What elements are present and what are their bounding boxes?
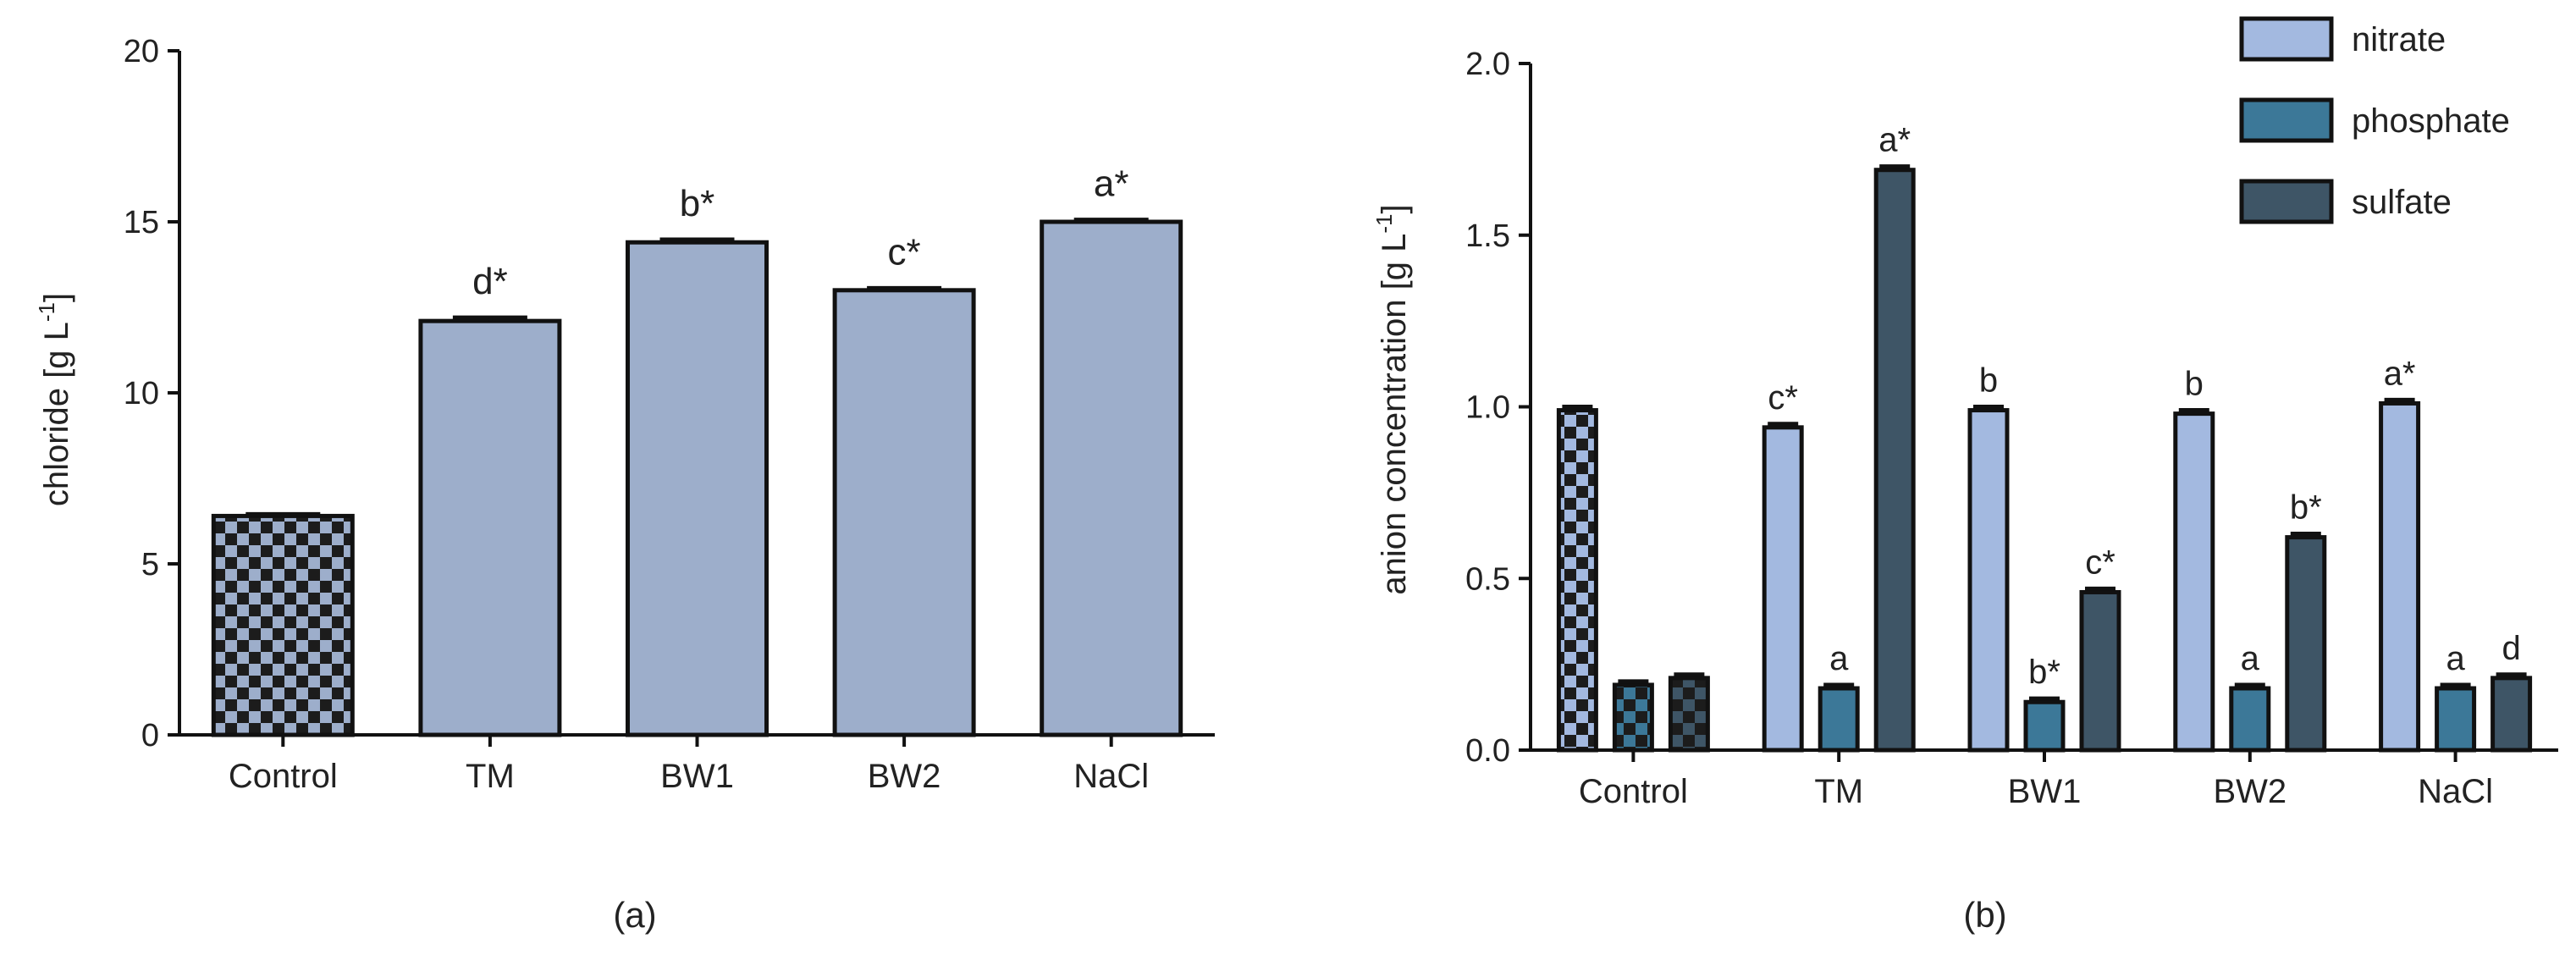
chart-a-significance-label: c* — [888, 231, 921, 273]
chart-b-bar-nitrate — [1762, 425, 1804, 753]
chart-b-bar-nitrate — [2379, 400, 2421, 753]
chart-b-bar-phosphate — [1612, 682, 1654, 753]
chart-b-significance-label: a* — [2384, 355, 2416, 392]
chart-b-ytick-label: 1.0 — [1465, 390, 1510, 426]
chart-b-bar-sulfate — [2491, 676, 2533, 753]
chart-b-significance-label: b* — [2290, 489, 2322, 527]
legend-label-phosphate: phosphate — [2352, 102, 2510, 140]
chart-b-ytick-label: 1.5 — [1465, 218, 1510, 254]
chart-b-ytick-label: 0.5 — [1465, 561, 1510, 597]
chart-a-ytitle: chloride [g L-1] — [34, 293, 75, 506]
chart-a-significance-label: d* — [472, 261, 508, 302]
chart-b-significance-label: a — [2446, 640, 2465, 677]
legend-swatch-sulfate — [2239, 179, 2334, 224]
legend-label-sulfate: sulfate — [2352, 184, 2452, 221]
chart-b-significance-label: a* — [1878, 122, 1911, 159]
chart-a-significance-label: b* — [680, 183, 715, 224]
chart-b-ylabel: anion concentration [g L — [1376, 234, 1413, 595]
chart-b-bar-phosphate — [1818, 686, 1860, 753]
svg-text:anion concentration [g L-1]: anion concentration [g L-1] — [1371, 204, 1413, 594]
chart-b: anion concentration [g L-1] (b) 0.0 0.5 1.… — [1371, 16, 2558, 935]
chart-a-ytick-label: 0 — [141, 718, 159, 754]
chart-b-bar-sulfate — [2285, 535, 2327, 753]
chart-b-bar-sulfate — [2079, 589, 2121, 753]
chart-a-category-label: BW1 — [660, 758, 734, 795]
chart-b-ytick-label: 0.0 — [1465, 733, 1510, 769]
chart-b-ylabel-sup: -1 — [1371, 214, 1397, 234]
legend-swatch-nitrate — [2239, 16, 2334, 62]
chart-a: chloride [g L-1] (a) 0 5 10 15 20 Control TM d*… — [34, 34, 1215, 935]
svg-text:chloride [g L-1]: chloride [g L-1] — [34, 293, 75, 506]
chart-a-panel-label: (a) — [613, 895, 656, 935]
chart-b-ytick-label: 2.0 — [1465, 47, 1510, 82]
chart-b-significance-label: b — [2185, 366, 2204, 403]
chart-b-significance-label: c* — [1768, 379, 1798, 417]
chart-b-significance-label: a — [1829, 640, 1849, 677]
chart-b-bar-sulfate — [1873, 168, 1916, 753]
chart-b-category-label: BW2 — [2213, 773, 2286, 810]
chart-b-category-label: BW1 — [2008, 773, 2082, 810]
chart-a-category-label: TM — [466, 758, 515, 795]
chart-b-bar-phosphate — [2229, 686, 2271, 753]
chart-b-bar-nitrate — [1556, 408, 1598, 753]
chart-a-bar — [626, 240, 769, 737]
chart-b-panel-label: (b) — [1963, 895, 2006, 935]
chart-b-ylabel-end: ] — [1376, 204, 1413, 213]
chart-a-bar — [1040, 219, 1183, 737]
chart-b-ytitle: anion concentration [g L-1] — [1371, 204, 1413, 594]
chart-b-significance-label: b — [1979, 362, 1998, 400]
legend-label-nitrate: nitrate — [2352, 21, 2446, 58]
chart-b-significance-label: c* — [2085, 544, 2115, 581]
chart-b-significance-label: b* — [2028, 654, 2060, 691]
legend-swatch-phosphate — [2239, 97, 2334, 143]
chart-a-category-label: NaCl — [1073, 758, 1149, 795]
chart-a-significance-label: a* — [1094, 163, 1129, 205]
chart-b-plot: 0.0 0.5 1.0 1.5 2.0 Control c* a a* TM b b* c* BW1 b a b… — [1465, 16, 2558, 810]
chart-a-ytick-label: 5 — [141, 547, 159, 582]
chart-b-legend: nitrate phosphate sulfate — [2239, 16, 2510, 224]
chart-a-ytick-label: 20 — [124, 34, 159, 69]
chart-a-ytick-label: 10 — [124, 376, 159, 411]
chart-a-bar — [832, 288, 976, 737]
chart-b-significance-label: d — [2502, 630, 2520, 667]
chart-b-bar-phosphate — [2023, 699, 2066, 753]
chart-a-ytick-label: 15 — [124, 205, 159, 240]
chart-a-bar — [418, 318, 562, 737]
chart-b-bar-nitrate — [2173, 411, 2215, 753]
chart-a-ylabel-sup: -1 — [34, 302, 59, 322]
chart-b-category-label: TM — [1814, 773, 1863, 810]
chart-b-category-label: NaCl — [2418, 773, 2493, 810]
chart-b-bar-nitrate — [1967, 408, 2010, 753]
chart-a-plot: 0 5 10 15 20 Control TM d* BW1 b* BW2 c* NaCl a* — [124, 34, 1215, 795]
chart-b-bar-sulfate — [1668, 676, 1710, 753]
chart-b-bar-phosphate — [2435, 686, 2477, 753]
chart-a-category-label: Control — [229, 758, 338, 795]
chart-b-category-label: Control — [1579, 773, 1688, 810]
chart-a-bar — [211, 513, 355, 737]
chart-a-ylabel-end: ] — [38, 293, 75, 302]
chart-b-significance-label: a — [2241, 640, 2260, 677]
chart-a-ylabel: chloride [g L — [38, 322, 75, 506]
chart-a-category-label: BW2 — [868, 758, 941, 795]
